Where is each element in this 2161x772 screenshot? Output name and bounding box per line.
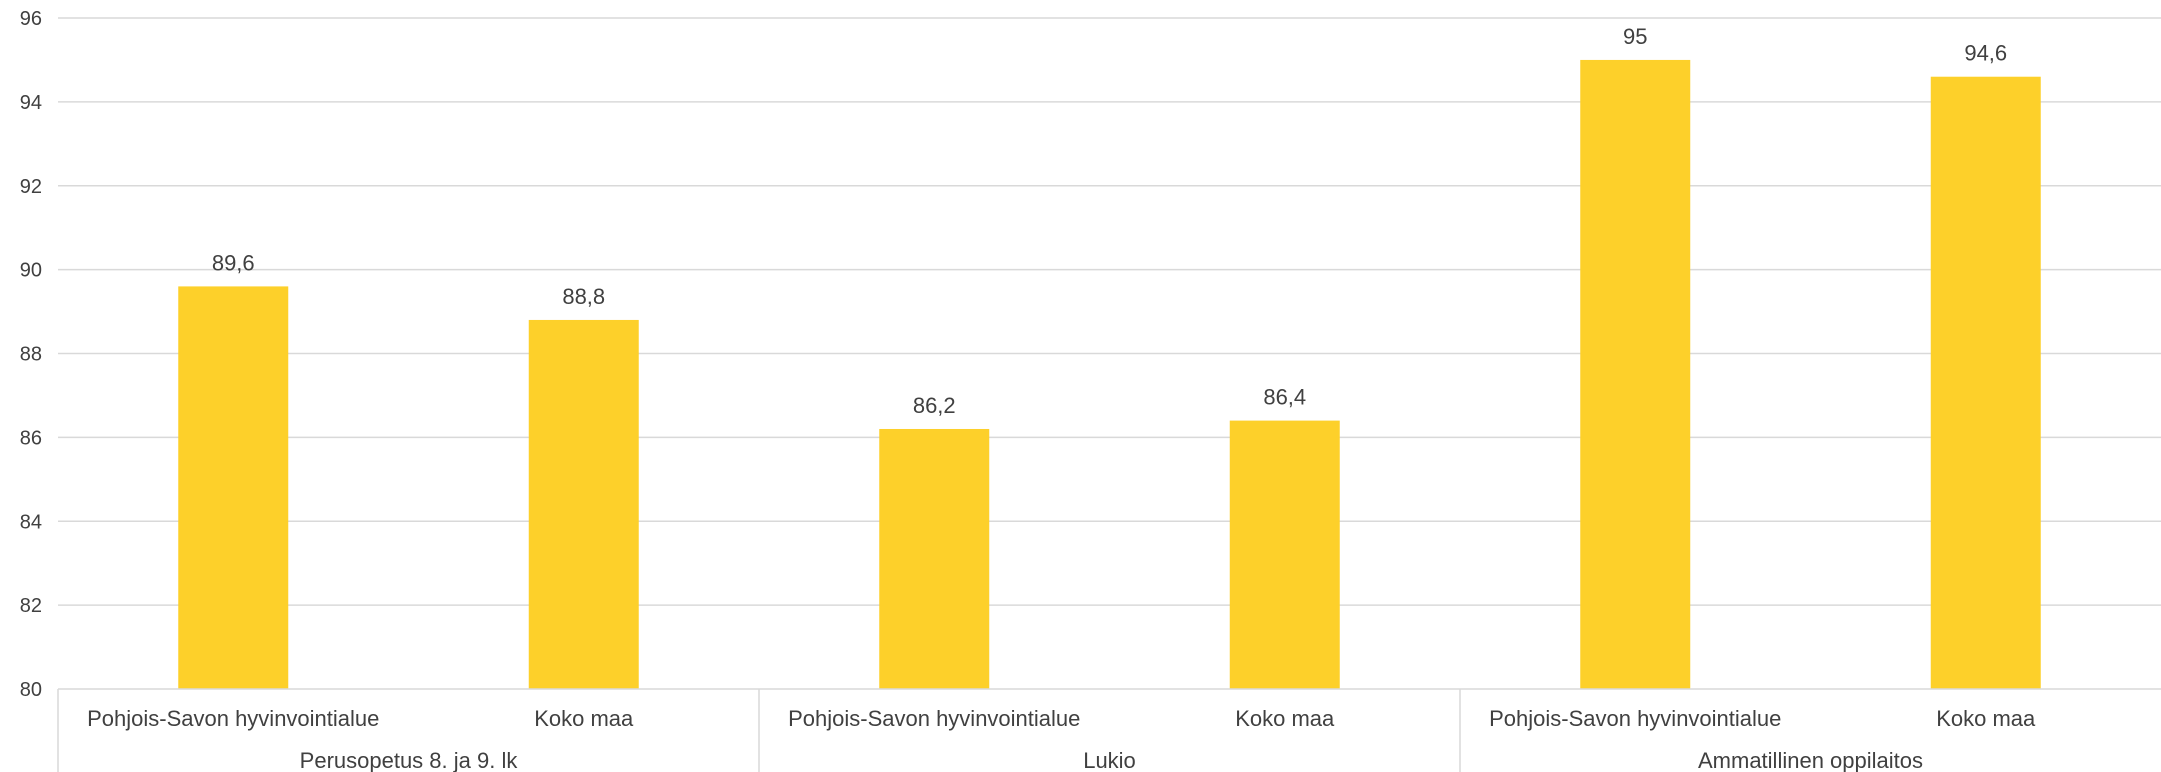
bars bbox=[178, 59, 2041, 689]
bar bbox=[528, 319, 639, 689]
y-tick-label: 90 bbox=[20, 260, 42, 282]
bar bbox=[879, 428, 990, 689]
data-labels: 89,6 88,8 86,2 86,4 95 94,6 bbox=[212, 24, 2007, 418]
data-label: 89,6 bbox=[212, 250, 255, 275]
x-category-label: Pohjois-Savon hyvinvointialue bbox=[1489, 706, 1781, 731]
bar bbox=[1229, 420, 1340, 689]
x-category-label: Pohjois-Savon hyvinvointialue bbox=[788, 706, 1080, 731]
data-label: 88,8 bbox=[562, 284, 605, 309]
y-tick-label: 88 bbox=[20, 344, 42, 366]
data-label: 86,4 bbox=[1263, 385, 1306, 410]
gridlines bbox=[58, 17, 2161, 606]
data-label: 95 bbox=[1623, 24, 1647, 49]
bar bbox=[178, 286, 289, 689]
x-category-label: Koko maa bbox=[1235, 706, 1335, 731]
data-label: 86,2 bbox=[913, 393, 956, 418]
x-category-label: Koko maa bbox=[534, 706, 634, 731]
y-tick-label: 80 bbox=[20, 679, 42, 701]
y-tick-label: 92 bbox=[20, 176, 42, 198]
y-tick-label: 86 bbox=[20, 427, 42, 449]
x-group-label: Lukio bbox=[1083, 748, 1136, 772]
bar bbox=[1580, 59, 1691, 689]
x-group-label: Perusopetus 8. ja 9. lk bbox=[300, 748, 519, 772]
data-label: 94,6 bbox=[1964, 41, 2007, 66]
axes: 80 82 84 86 88 90 92 94 96 Pohjois-Savon hyvinvoi… bbox=[20, 8, 2161, 772]
y-tick-label: 94 bbox=[20, 92, 42, 114]
y-tick-label: 96 bbox=[20, 8, 42, 30]
y-tick-label: 82 bbox=[20, 595, 42, 617]
y-tick-label: 84 bbox=[20, 511, 42, 533]
x-group-label: Ammatillinen oppilaitos bbox=[1698, 748, 1923, 772]
x-category-label: Pohjois-Savon hyvinvointialue bbox=[87, 706, 379, 731]
x-category-label: Koko maa bbox=[1936, 706, 2036, 731]
bar bbox=[1930, 76, 2041, 689]
